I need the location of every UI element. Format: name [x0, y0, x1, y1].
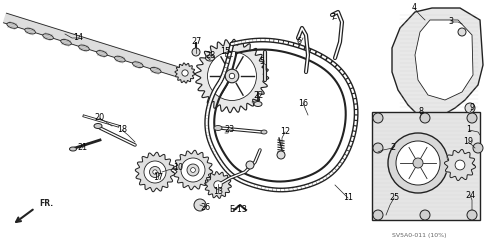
Circle shape: [388, 133, 448, 193]
Text: 10: 10: [173, 164, 183, 173]
Polygon shape: [195, 39, 269, 113]
Text: 15: 15: [220, 47, 230, 56]
Ellipse shape: [261, 130, 267, 134]
Text: 17: 17: [153, 174, 163, 182]
Ellipse shape: [133, 62, 143, 68]
Ellipse shape: [69, 147, 76, 151]
Text: 28: 28: [205, 52, 215, 60]
Ellipse shape: [151, 68, 161, 73]
Polygon shape: [205, 172, 231, 198]
Polygon shape: [174, 150, 213, 190]
Text: 8: 8: [418, 107, 423, 116]
Circle shape: [208, 52, 257, 100]
Text: 20: 20: [94, 113, 104, 122]
Text: 6: 6: [296, 38, 301, 46]
Text: 9: 9: [469, 104, 474, 113]
Ellipse shape: [43, 34, 53, 40]
Text: 7: 7: [330, 14, 335, 23]
Ellipse shape: [254, 101, 262, 106]
Text: 26: 26: [200, 204, 210, 212]
Circle shape: [473, 143, 483, 153]
Polygon shape: [445, 150, 476, 181]
Circle shape: [458, 28, 466, 36]
Circle shape: [182, 70, 188, 76]
Ellipse shape: [61, 39, 71, 45]
Circle shape: [194, 199, 206, 211]
Text: 27: 27: [191, 38, 201, 46]
Text: 13: 13: [213, 188, 223, 197]
Text: 2: 2: [390, 144, 396, 152]
Circle shape: [150, 166, 160, 177]
Ellipse shape: [115, 56, 125, 62]
Circle shape: [413, 158, 423, 168]
Circle shape: [192, 48, 200, 56]
Text: 25: 25: [389, 194, 399, 203]
Circle shape: [465, 103, 475, 113]
Circle shape: [187, 164, 199, 176]
Text: 23: 23: [224, 126, 234, 135]
Circle shape: [373, 143, 383, 153]
Text: 19: 19: [463, 137, 473, 146]
Circle shape: [225, 69, 239, 83]
Text: FR.: FR.: [39, 199, 53, 208]
Polygon shape: [392, 8, 483, 118]
Text: 18: 18: [117, 126, 127, 135]
Ellipse shape: [7, 23, 17, 28]
Ellipse shape: [97, 51, 107, 56]
Polygon shape: [415, 20, 473, 100]
Text: 1: 1: [467, 126, 471, 135]
Text: 4: 4: [412, 3, 417, 13]
Circle shape: [467, 210, 477, 220]
Circle shape: [420, 113, 430, 123]
Text: 22: 22: [253, 91, 263, 100]
Circle shape: [277, 151, 285, 159]
Text: 5: 5: [260, 58, 264, 67]
Ellipse shape: [206, 55, 214, 61]
Circle shape: [214, 181, 222, 189]
Circle shape: [373, 113, 383, 123]
Circle shape: [467, 113, 477, 123]
Circle shape: [396, 141, 440, 185]
Ellipse shape: [214, 126, 222, 130]
Circle shape: [229, 73, 235, 79]
Ellipse shape: [25, 28, 35, 34]
Text: 12: 12: [280, 128, 290, 136]
Circle shape: [181, 158, 205, 182]
Circle shape: [420, 210, 430, 220]
Circle shape: [246, 161, 254, 169]
Ellipse shape: [94, 123, 102, 129]
Text: 16: 16: [298, 98, 308, 107]
Circle shape: [455, 160, 465, 170]
Circle shape: [153, 170, 157, 174]
Circle shape: [191, 168, 195, 172]
Polygon shape: [3, 13, 179, 77]
Text: 11: 11: [343, 194, 353, 203]
Text: 24: 24: [465, 190, 475, 199]
Polygon shape: [135, 152, 174, 192]
Circle shape: [144, 161, 166, 183]
FancyBboxPatch shape: [372, 112, 480, 220]
Text: 14: 14: [73, 33, 83, 43]
Text: E-13: E-13: [229, 205, 247, 214]
Circle shape: [373, 210, 383, 220]
Polygon shape: [175, 63, 195, 83]
Text: 21: 21: [77, 144, 87, 152]
Text: SV5A0-011 (10%): SV5A0-011 (10%): [392, 233, 447, 238]
Text: 3: 3: [449, 17, 453, 27]
Ellipse shape: [79, 45, 89, 51]
